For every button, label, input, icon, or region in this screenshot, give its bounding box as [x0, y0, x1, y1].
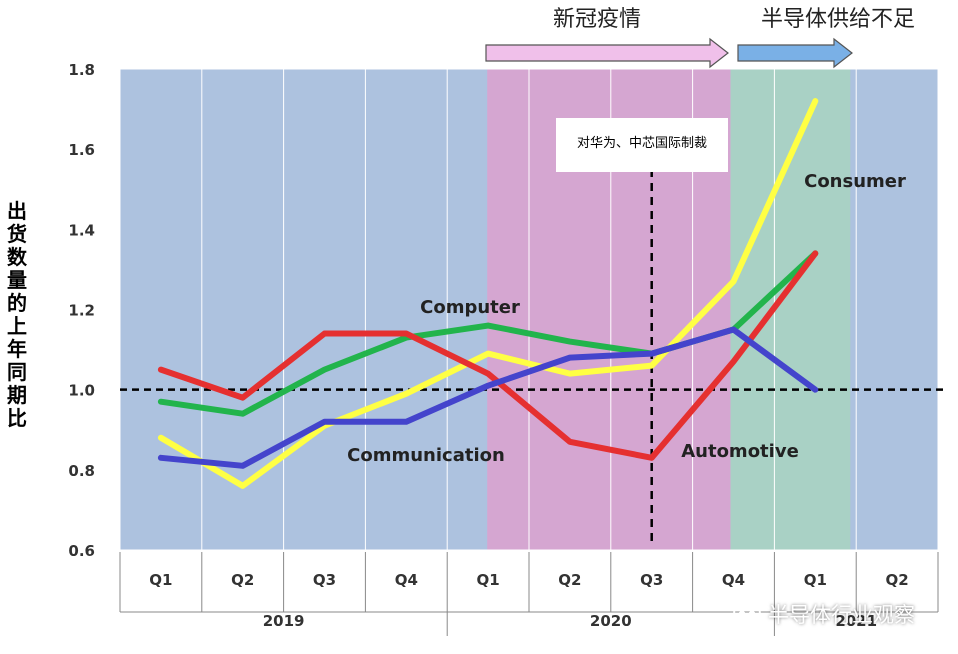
data-point-automotive [731, 359, 736, 365]
data-point-consumer [812, 98, 818, 104]
y-tick-label: 0.8 [68, 462, 95, 480]
series-label-automotive: Automotive [681, 441, 799, 462]
x-tick-label: Q4 [395, 571, 418, 589]
y-tick-label: 1.6 [68, 141, 95, 159]
data-point-automotive [812, 250, 818, 256]
data-point-consumer [649, 363, 655, 369]
period-shade-1 [730, 69, 851, 550]
period-arrow-1 [737, 37, 853, 69]
year-label: 2021 [835, 612, 877, 630]
data-point-computer [322, 367, 327, 373]
series-label-consumer: Consumer [804, 171, 906, 192]
data-point-computer [485, 323, 491, 329]
data-point-consumer [403, 391, 409, 397]
data-point-automotive [485, 371, 491, 377]
y-tick-label: 1.8 [68, 61, 95, 79]
y-tick-label: 1.0 [68, 382, 95, 400]
data-point-automotive [240, 395, 246, 401]
data-point-consumer [567, 371, 573, 377]
data-point-communication [485, 383, 491, 389]
data-point-communication [731, 327, 736, 333]
y-tick-label: 1.4 [68, 221, 95, 239]
y-tick-label: 0.6 [68, 542, 95, 560]
series-label-computer: Computer [420, 297, 520, 318]
x-tick-label: Q3 [313, 571, 336, 589]
wechat-logo-icon [733, 600, 761, 628]
data-point-communication [812, 387, 818, 393]
period-arrow-0 [485, 37, 729, 69]
x-tick-label: Q1 [804, 571, 827, 589]
data-point-communication [567, 355, 573, 361]
data-point-automotive [403, 331, 409, 337]
data-point-communication [649, 351, 655, 357]
x-tick-label: Q3 [640, 571, 663, 589]
series-label-communication: Communication [347, 445, 505, 466]
data-point-automotive [649, 455, 655, 461]
watermark: 半导体行业观察 [732, 596, 915, 632]
event-marker-box [556, 118, 728, 172]
period-label-1: 半导体供给不足 [761, 7, 915, 32]
data-point-communication [403, 419, 409, 425]
year-label: 2019 [263, 612, 305, 630]
data-point-communication [322, 419, 327, 425]
x-tick-label: Q2 [885, 571, 908, 589]
x-tick-label: Q1 [476, 571, 499, 589]
data-point-consumer [485, 351, 491, 357]
event-marker-label: 对华为、中芯国际制裁 [577, 135, 707, 151]
period-label-0: 新冠疫情 [553, 7, 641, 32]
data-point-computer [240, 411, 246, 417]
watermark-text: 半导体行业观察 [768, 603, 915, 627]
data-point-communication [158, 455, 164, 461]
x-tick-label: Q2 [231, 571, 254, 589]
plot-border [119, 68, 939, 551]
data-point-automotive [567, 439, 573, 445]
y-axis-title: 出货数量的上年同期比 [7, 199, 27, 430]
data-point-consumer [731, 278, 736, 284]
data-point-consumer [158, 435, 164, 441]
data-point-computer [158, 399, 164, 405]
y-tick-label: 1.2 [68, 302, 95, 320]
x-tick-label: Q1 [149, 571, 172, 589]
data-point-automotive [322, 331, 327, 337]
data-point-computer [567, 339, 573, 345]
x-tick-label: Q4 [722, 571, 745, 589]
data-point-communication [240, 463, 246, 469]
x-tick-label: Q2 [558, 571, 581, 589]
data-point-automotive [158, 367, 164, 373]
year-label: 2020 [590, 612, 632, 630]
data-point-consumer [240, 483, 246, 489]
